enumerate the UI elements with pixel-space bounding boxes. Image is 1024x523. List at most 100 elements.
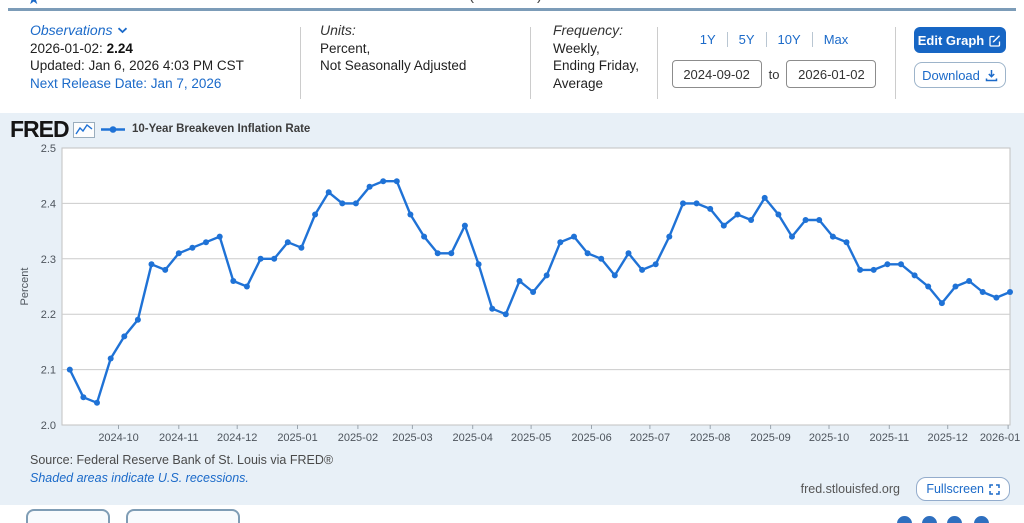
data-point [979, 289, 986, 295]
data-point [257, 255, 264, 262]
data-point [829, 233, 836, 240]
sparkline-icon [72, 121, 95, 138]
download-label: Download [922, 67, 980, 83]
range-1y-button[interactable]: 1Y [699, 31, 716, 47]
data-point [203, 239, 209, 246]
share-circle-icon[interactable] [922, 516, 937, 523]
edit-graph-button[interactable]: Edit Graph [914, 27, 1006, 53]
range-5y-button[interactable]: 5Y [738, 31, 755, 47]
to-label: to [768, 66, 780, 82]
range-max-button[interactable]: Max [823, 31, 849, 47]
y-tick-label: 2.3 [41, 254, 56, 266]
share-circle-icon[interactable] [897, 516, 912, 523]
range-buttons: 1Y 5Y 10Y Max [660, 30, 888, 48]
x-tick-label: 2025-08 [690, 432, 730, 444]
data-point [761, 194, 768, 201]
chart-legend: 10-Year Breakeven Inflation Rate [100, 123, 310, 135]
y-tick-label: 2.1 [41, 365, 56, 377]
data-point [693, 200, 700, 207]
data-point [380, 178, 387, 185]
chevron-down-icon [118, 27, 128, 34]
data-point [557, 239, 564, 246]
share-circle-icon[interactable] [947, 516, 962, 523]
title-paren-close: ) [537, 0, 542, 4]
data-point [230, 278, 237, 284]
data-point [271, 255, 278, 262]
data-point [652, 261, 659, 268]
data-point [312, 211, 319, 218]
data-point [666, 233, 673, 240]
x-tick-label: 2025-01 [277, 432, 317, 444]
data-point [734, 211, 741, 218]
data-point [502, 311, 509, 318]
data-point [189, 244, 196, 251]
page-title-remnant: ★ ( ) [0, 0, 1024, 6]
x-tick-label: 2025-09 [750, 432, 790, 444]
x-tick-label: 2025-04 [453, 432, 493, 444]
observations-link[interactable]: Observations [30, 22, 128, 40]
cutoff-button[interactable] [26, 509, 110, 523]
graph-figure: FRED 10-Year Breakeven Inflation Rate 2.… [0, 113, 1024, 505]
frequency-label: Frequency: [553, 22, 624, 38]
edit-pencil-icon [989, 34, 1001, 47]
observation-date: 2026-01-02: [30, 40, 103, 56]
next-release-link[interactable]: Next Release Date: Jan 7, 2026 [30, 75, 222, 91]
fred-logo-text: FRED [10, 116, 70, 142]
x-tick-label: 2025-10 [809, 432, 849, 444]
data-point [352, 200, 359, 207]
line-marker-icon [101, 125, 125, 133]
data-point [530, 289, 537, 295]
data-point [816, 217, 823, 223]
y-tick-label: 2.0 [41, 420, 56, 432]
data-point [366, 183, 373, 190]
data-point [993, 294, 1000, 301]
cutoff-button[interactable] [126, 509, 240, 523]
x-tick-label: 2025-02 [338, 432, 378, 444]
download-button[interactable]: Download [914, 62, 1006, 88]
recessions-note-link[interactable]: Shaded areas indicate U.S. recessions. [30, 471, 249, 485]
data-point [748, 217, 755, 223]
frequency-line: Ending Friday, [553, 58, 640, 73]
series-name-link[interactable]: 10-Year Breakeven Inflation Rate [132, 123, 311, 135]
data-point [407, 211, 414, 218]
data-point [952, 283, 959, 290]
x-tick-label: 2025-03 [392, 432, 432, 444]
data-point [938, 300, 945, 307]
y-tick-label: 2.4 [41, 198, 56, 210]
fred-logo[interactable]: FRED [10, 116, 95, 143]
range-group: 1Y 5Y 10Y Max to [660, 22, 888, 88]
x-tick-label: 2026-01 [980, 432, 1020, 444]
range-10y-button[interactable]: 10Y [777, 31, 801, 47]
data-point [720, 222, 727, 229]
data-point [707, 205, 714, 212]
fred-watermark: fred.stlouisfed.org [800, 482, 900, 496]
data-point [884, 261, 891, 268]
data-point [925, 283, 932, 290]
units-line: Percent, [320, 40, 371, 56]
date-from-input[interactable] [671, 60, 762, 88]
data-point [543, 272, 550, 279]
data-point [966, 278, 973, 284]
data-point [625, 250, 632, 257]
x-tick-label: 2024-10 [98, 432, 138, 444]
range-separator [811, 31, 813, 47]
data-point [148, 261, 155, 268]
data-point [66, 366, 73, 373]
units-line: Not Seasonally Adjusted [320, 58, 467, 73]
share-circle-icon[interactable] [974, 516, 989, 523]
units-label: Units: [320, 22, 356, 38]
data-point [516, 278, 523, 284]
units-block: Units: Percent, Not Seasonally Adjusted [320, 22, 466, 75]
x-tick-label: 2025-07 [630, 432, 670, 444]
column-divider [300, 27, 301, 99]
date-to-input[interactable] [786, 60, 877, 88]
fullscreen-icon [989, 483, 1000, 495]
date-range: to [660, 60, 888, 88]
fullscreen-button[interactable]: Fullscreen [916, 477, 1010, 501]
data-point [461, 222, 468, 229]
data-point [284, 239, 291, 246]
x-tick-label: 2025-05 [511, 432, 551, 444]
x-tick-label: 2025-11 [870, 432, 910, 444]
title-paren-open: ( [469, 0, 474, 4]
